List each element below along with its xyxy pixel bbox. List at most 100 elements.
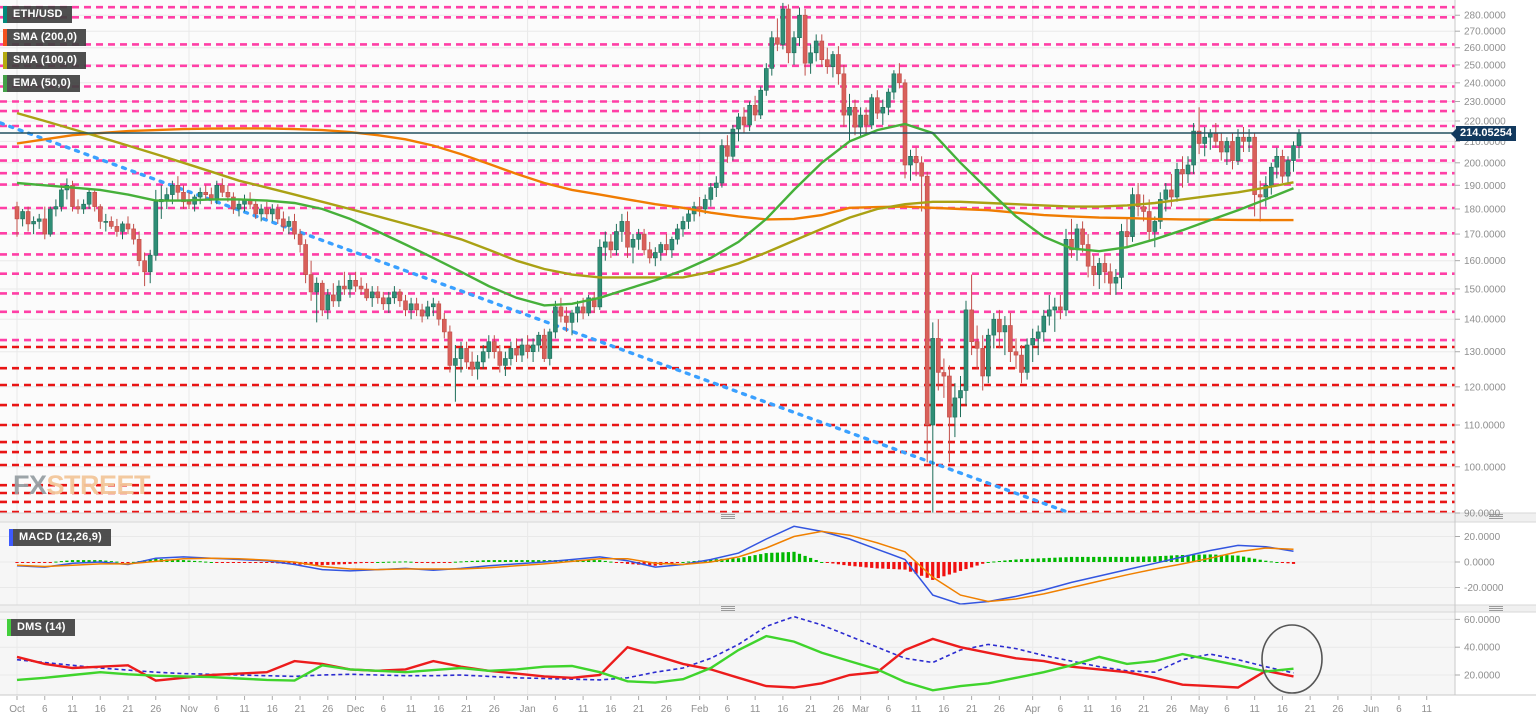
axis-tick-label: 210.0000 [1464, 137, 1506, 148]
time-axis-label: 16 [267, 704, 279, 715]
legend-symbol[interactable]: ETH/USD [3, 6, 72, 23]
legend-symbol-label: ETH/USD [13, 8, 63, 20]
time-axis-label: 16 [433, 704, 445, 715]
sma200-line [16, 127, 1294, 222]
axis-tick-label: 260.0000 [1464, 43, 1506, 54]
macd-panel[interactable] [15, 525, 1296, 605]
axis-tick-label: 20.0000 [1464, 671, 1501, 682]
time-axis-label: 11 [239, 704, 250, 715]
time-axis-label: 6 [381, 704, 387, 715]
moving-averages [16, 111, 1294, 307]
time-axis-label: 11 [1422, 704, 1433, 715]
time-axis-label: 6 [214, 704, 220, 715]
ema50-line [16, 122, 1294, 307]
time-axis-label: 26 [1332, 704, 1344, 715]
time-axis-label: 16 [1277, 704, 1289, 715]
time-axis-label: 11 [1249, 704, 1260, 715]
axis-tick-label: 130.0000 [1464, 347, 1506, 358]
plus-di-line [16, 634, 1294, 692]
axis-tick-label: 140.0000 [1464, 315, 1506, 326]
axis-tick-label: 250.0000 [1464, 60, 1506, 71]
time-axis-label: 6 [1224, 704, 1230, 715]
time-axis-label: 6 [886, 704, 892, 715]
dms-panel[interactable] [16, 615, 1294, 692]
legend-ema50-label: EMA (50,0) [13, 77, 71, 89]
axis-tick-label: 160.0000 [1464, 256, 1506, 267]
axis-tick-label: 180.0000 [1464, 205, 1506, 216]
axis-tick-label: 100.0000 [1464, 462, 1506, 473]
time-axis-label: Mar [852, 704, 870, 715]
time-axis-label: 26 [661, 704, 673, 715]
axis-tick-label: 60.0000 [1464, 615, 1501, 626]
current-price-badge: 214.05254 [1451, 126, 1516, 141]
legend-sma200[interactable]: SMA (200,0) [3, 29, 87, 46]
axis-tick-label: 280.0000 [1464, 11, 1506, 22]
time-axis-label: 21 [1305, 704, 1317, 715]
time-axis-label: Nov [180, 704, 198, 715]
price-axis[interactable]: 280.0000 270.0000 260.0000 250.0000 240.0000… [1454, 0, 1506, 695]
axis-tick-label: 270.0000 [1464, 27, 1506, 38]
legend-macd[interactable]: MACD (12,26,9) [9, 529, 111, 546]
axis-tick-label: 20.0000 [1464, 532, 1501, 543]
time-axis-label: 11 [67, 704, 78, 715]
time-axis-label: Dec [347, 704, 365, 715]
time-axis-label: 21 [122, 704, 134, 715]
legend-dms[interactable]: DMS (14) [7, 619, 75, 636]
legend-macd-label: MACD (12,26,9) [19, 531, 102, 543]
time-axis-label: 11 [578, 704, 589, 715]
minus-di-line [16, 637, 1294, 689]
time-axis-label: 21 [805, 704, 817, 715]
time-axis-label: 6 [553, 704, 559, 715]
axis-tick-label: 110.0000 [1464, 420, 1505, 431]
time-axis-label: 26 [322, 704, 334, 715]
axis-tick-label: 240.0000 [1464, 78, 1506, 89]
current-price-label: 214.05254 [1460, 127, 1512, 139]
time-axis-label: 16 [777, 704, 789, 715]
axis-tick-label: -20.0000 [1464, 583, 1504, 594]
time-axis-label: 6 [1396, 704, 1402, 715]
time-axis-label: 11 [911, 704, 922, 715]
macd-signal-line [16, 530, 1294, 603]
legend-sma100-label: SMA (100,0) [13, 54, 78, 66]
time-axis-label: 21 [633, 704, 645, 715]
time-axis-label: 16 [95, 704, 107, 715]
axis-tick-label: 0.0000 [1464, 558, 1495, 569]
time-axis-label: 26 [489, 704, 501, 715]
time-axis-label: 16 [1110, 704, 1122, 715]
ellipse-annotation[interactable] [1261, 624, 1323, 694]
legend-ema50[interactable]: EMA (50,0) [3, 75, 80, 92]
time-axis-label: 16 [938, 704, 950, 715]
time-axis-label: 26 [1166, 704, 1178, 715]
time-axis-label: 6 [725, 704, 731, 715]
watermark-logo: FXSTREET [13, 470, 151, 501]
time-axis-label: Jun [1363, 704, 1379, 715]
watermark-street: STREET [46, 470, 151, 500]
pivot-levels [0, 5, 1455, 514]
legend-sma100[interactable]: SMA (100,0) [3, 52, 87, 69]
time-axis-label: 26 [150, 704, 162, 715]
axis-tick-label: 190.0000 [1464, 181, 1506, 192]
legend-sma200-label: SMA (200,0) [13, 31, 78, 43]
time-axis-label: 21 [1138, 704, 1150, 715]
time-axis-label: Jan [520, 704, 536, 715]
axis-tick-label: 230.0000 [1464, 97, 1506, 108]
axis-tick-label: 40.0000 [1464, 643, 1501, 654]
time-axis-label: 26 [833, 704, 845, 715]
axis-tick-label: 200.0000 [1464, 158, 1506, 169]
axis-tick-label: 120.0000 [1464, 382, 1506, 393]
candlesticks [14, 2, 1302, 513]
time-axis-label: 11 [406, 704, 417, 715]
legend-dms-label: DMS (14) [17, 621, 66, 633]
time-axis[interactable]: Oct 6 11 16 21 26 Nov 6 11 16 21 26 Dec 6 11 16 21 26 Jan 6… [0, 694, 1536, 715]
time-axis-label: 21 [966, 704, 978, 715]
axis-tick-label: 220.0000 [1464, 117, 1506, 128]
axis-tick-label: 150.0000 [1464, 284, 1506, 295]
time-axis-label: 16 [605, 704, 617, 715]
time-axis-label: Feb [691, 704, 709, 715]
time-axis-label: Oct [9, 704, 25, 715]
panel-separators[interactable] [0, 512, 1536, 613]
time-axis-label: 6 [1058, 704, 1064, 715]
